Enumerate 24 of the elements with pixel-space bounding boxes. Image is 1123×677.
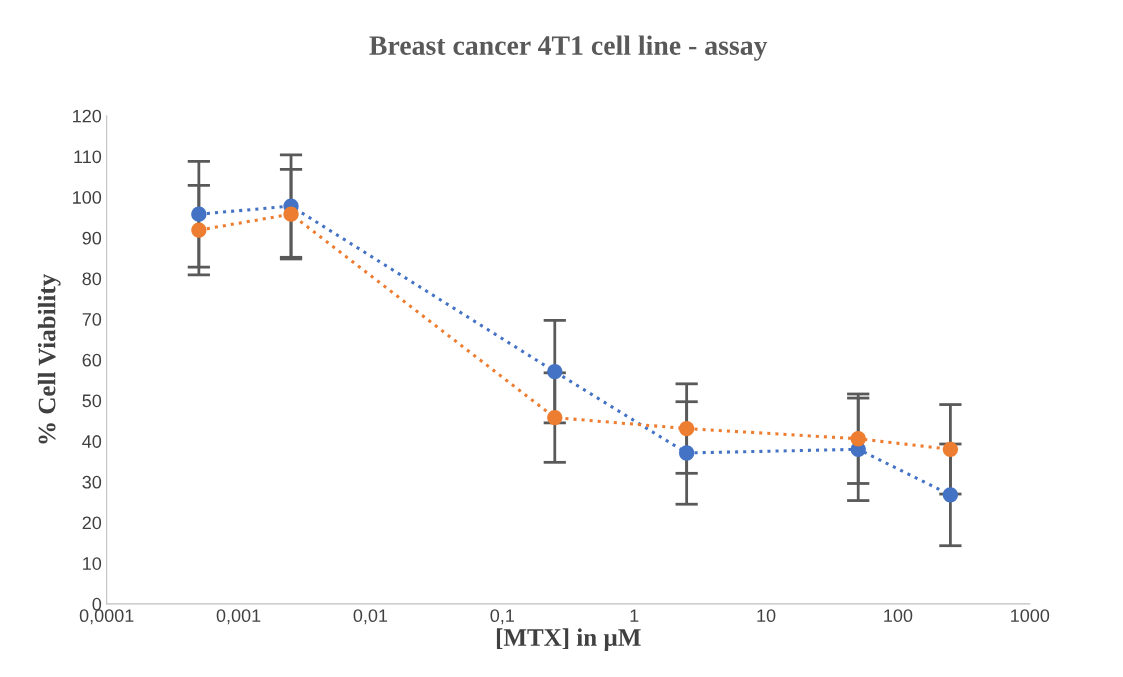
y-tick-label: 0 — [92, 597, 102, 611]
y-tick-label: 50 — [82, 394, 102, 408]
x-tick-label: 0,001 — [216, 609, 261, 625]
y-tick-label: 10 — [83, 557, 102, 570]
y-axis-title: % Cell Viability — [37, 273, 61, 444]
x-tick-label: 1 — [630, 609, 639, 622]
x-tick-label: 100 — [884, 609, 913, 623]
y-tick-label: 30 — [82, 475, 102, 489]
y-tick-label: 40 — [82, 435, 102, 448]
y-tick-label: 80 — [82, 272, 102, 286]
y-tick-label: 120 — [73, 109, 102, 123]
y-tick-label: 110 — [74, 150, 102, 164]
x-tick-label: 1000 — [1011, 609, 1050, 623]
x-tick-label: 0,1 — [490, 609, 514, 625]
x-tick-label: 0,0001 — [79, 609, 134, 625]
x-tick-label: 0,01 — [353, 609, 388, 625]
x-axis-title: [MTX] in µM — [496, 628, 641, 652]
chart-title: Breast cancer 4T1 cell line - assay — [369, 35, 768, 61]
x-tick-label: 10 — [757, 609, 776, 623]
y-tick-label: 90 — [82, 231, 102, 245]
y-tick-label: 60 — [82, 353, 102, 367]
y-tick-label: 20 — [82, 516, 102, 530]
y-tick-label: 70 — [82, 313, 102, 326]
y-tick-label: 100 — [73, 191, 102, 204]
